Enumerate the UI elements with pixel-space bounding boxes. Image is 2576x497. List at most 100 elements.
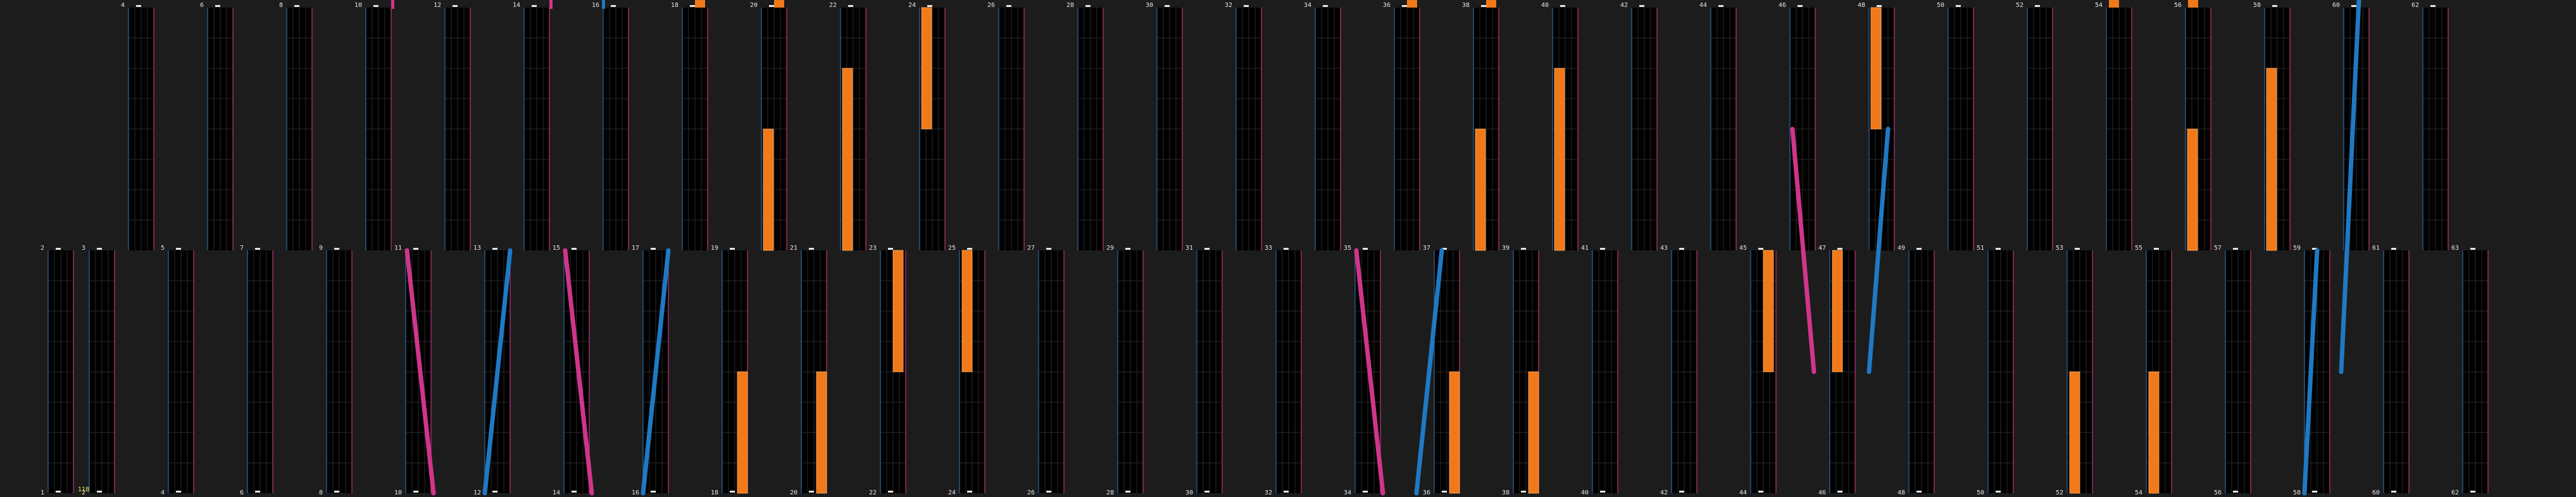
cursor-marker: [492, 491, 497, 493]
mid-panel-label: 2: [41, 245, 44, 252]
bottom-panel-label: 54: [2135, 489, 2142, 496]
cursor-marker: [136, 5, 141, 7]
bottom-panel-label: 42: [1660, 489, 1668, 496]
top-panel-label: 22: [829, 2, 837, 9]
bottom-panel-label: 22: [869, 489, 877, 496]
mid-panel: [2383, 250, 2410, 493]
cursor-marker: [176, 491, 181, 493]
edge-marker: [695, 0, 705, 8]
top-panel-label: 40: [1541, 2, 1549, 9]
cursor-marker: [1996, 491, 2001, 493]
mid-panel-label: 63: [2451, 245, 2459, 252]
mid-panel-label: 17: [632, 245, 639, 252]
mid-panel-label: 47: [1818, 245, 1826, 252]
cursor-marker: [1125, 248, 1130, 250]
mid-panel-label: 21: [790, 245, 797, 252]
top-panel-label: 8: [279, 2, 283, 9]
signal-bar: [2187, 128, 2198, 251]
cursor-marker: [967, 248, 972, 250]
cursor-marker: [769, 5, 774, 7]
bottom-panel-label: 16: [632, 489, 639, 496]
top-panel-label: 20: [750, 2, 758, 9]
mid-panel: [2462, 250, 2489, 493]
cursor-marker: [2470, 248, 2475, 250]
mid-panel-label: 31: [1185, 245, 1193, 252]
edge-marker: [774, 0, 784, 8]
mid-panel: [2225, 250, 2251, 493]
mid-panel: [1196, 250, 1223, 493]
cursor-marker: [1244, 5, 1249, 7]
bottom-panel-label: 6: [240, 489, 244, 496]
edge-marker: [549, 0, 553, 9]
cursor-marker: [2233, 491, 2238, 493]
signal-bar: [816, 371, 827, 494]
cursor-marker: [56, 248, 61, 250]
cursor-marker: [1718, 5, 1723, 7]
mid-panel-label: 19: [711, 245, 718, 252]
cursor-marker: [888, 248, 893, 250]
cursor-marker: [1679, 248, 1684, 250]
cursor-marker: [1085, 5, 1091, 7]
top-panel-label: 30: [1146, 2, 1153, 9]
top-panel-label: 26: [987, 2, 995, 9]
cursor-marker: [1837, 248, 1842, 250]
cursor-marker: [730, 248, 735, 250]
cursor-marker: [1442, 491, 1447, 493]
edge-marker: [1486, 0, 1496, 8]
mid-panel-label: 61: [2372, 245, 2380, 252]
top-panel: [1077, 8, 1104, 250]
cursor-marker: [1521, 248, 1526, 250]
cursor-marker: [97, 491, 102, 493]
mid-panel: [247, 250, 273, 493]
bottom-panel-label: 48: [1898, 489, 1905, 496]
cursor-marker: [1837, 491, 1842, 493]
cursor-marker: [1442, 248, 1447, 250]
edge-marker: [2109, 0, 2119, 8]
cursor-marker: [373, 5, 378, 7]
mid-panel-label: 43: [1660, 245, 1668, 252]
top-panel-label: 16: [592, 2, 599, 9]
bottom-panel-label: 1: [41, 489, 44, 496]
cursor-marker: [294, 5, 299, 7]
cursor-marker: [1956, 5, 1961, 7]
top-panel-label: 12: [434, 2, 441, 9]
cursor-marker: [1363, 491, 1368, 493]
top-panel: [1948, 8, 1974, 250]
bottom-panel-label: 30: [1185, 489, 1193, 496]
bottom-panel-label: 52: [2056, 489, 2063, 496]
signal-bar: [961, 250, 973, 372]
top-panel: [1315, 8, 1341, 250]
signal-bar: [763, 128, 774, 251]
cursor-marker: [1363, 248, 1368, 250]
mid-panel-label: 13: [473, 245, 481, 252]
mid-panel-label: 11: [394, 245, 402, 252]
top-panel: [286, 8, 313, 250]
cursor-marker: [56, 491, 61, 493]
cursor-marker: [1204, 491, 1210, 493]
cursor-marker: [1046, 248, 1051, 250]
mid-panel: [1908, 250, 1935, 493]
bottom-panel-label: 12: [473, 489, 481, 496]
signal-bar: [1763, 250, 1774, 372]
cursor-marker: [1284, 248, 1289, 250]
top-panel-label: 4: [121, 2, 125, 9]
trace-pink: [563, 248, 594, 496]
signal-bar: [892, 250, 904, 372]
mid-panel: [1117, 250, 1144, 493]
bottom-panel-label: 40: [1581, 489, 1589, 496]
cursor-marker: [1006, 5, 1011, 7]
cursor-marker: [690, 5, 695, 7]
mid-panel-label: 57: [2214, 245, 2222, 252]
cursor-marker: [255, 248, 260, 250]
signal-bar: [1832, 250, 1843, 372]
top-panel: [523, 8, 550, 250]
top-panel-label: 28: [1066, 2, 1074, 9]
bottom-panel-label: 2: [82, 489, 85, 496]
bottom-panel-label: 44: [1739, 489, 1747, 496]
top-panel: [128, 8, 154, 250]
cursor-marker: [1402, 5, 1407, 7]
cursor-marker: [572, 491, 577, 493]
bottom-panel-label: 24: [948, 489, 956, 496]
cursor-marker: [1916, 491, 1922, 493]
